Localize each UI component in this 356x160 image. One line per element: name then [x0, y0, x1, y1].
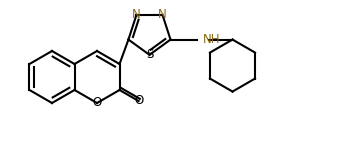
- Text: O: O: [93, 96, 102, 109]
- Text: N: N: [132, 8, 141, 21]
- Text: O: O: [134, 95, 143, 108]
- Text: NH: NH: [203, 33, 220, 46]
- Text: S: S: [146, 48, 153, 61]
- Text: N: N: [158, 8, 167, 21]
